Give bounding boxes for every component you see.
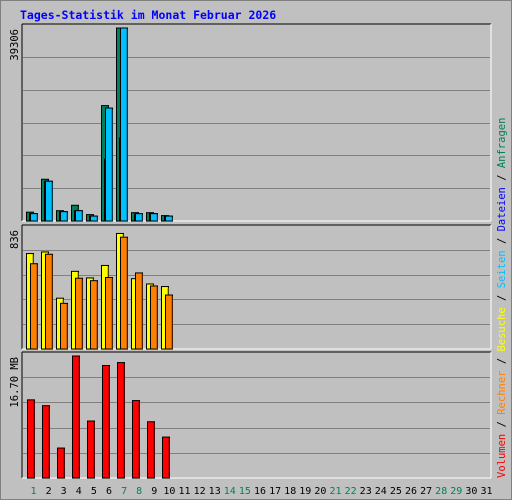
day-label: 15 (239, 486, 251, 497)
panel-hits: 39306 (9, 23, 492, 222)
day-label: 22 (345, 486, 357, 497)
chart-title: Tages-Statistik im Monat Februar 2026 (20, 8, 276, 22)
bar-rechner-day-3 (60, 302, 68, 350)
day-label: 14 (224, 486, 236, 497)
panel-plot-area (22, 225, 491, 349)
day-label: 7 (121, 486, 127, 497)
day-label: 29 (450, 486, 462, 497)
bar-seiten-day-9 (150, 213, 158, 222)
day-label: 30 (465, 486, 477, 497)
day-label: 16 (254, 486, 266, 497)
legend-separator: / (496, 288, 508, 307)
day-label: 20 (314, 486, 326, 497)
legend: Volumen / Rechner / Besuche / Seiten / D… (496, 118, 508, 478)
bar-seiten-day-2 (45, 180, 53, 222)
day-label: 11 (178, 486, 190, 497)
day-label: 25 (390, 486, 402, 497)
bar-rechner-day-6 (105, 277, 113, 350)
bar-seiten-day-3 (60, 211, 68, 222)
day-label: 8 (136, 486, 142, 497)
bar-seiten-day-10 (165, 215, 173, 222)
bar-seiten-day-8 (135, 213, 143, 222)
bar-volumen-day-3 (57, 447, 65, 479)
bar-rechner-day-2 (45, 253, 53, 350)
bar-rechner-day-7 (120, 236, 128, 350)
panel-visits: 836 (9, 224, 492, 350)
bar-seiten-day-5 (90, 215, 98, 222)
day-label: 18 (284, 486, 296, 497)
bar-volumen-day-10 (162, 436, 170, 479)
day-label: 27 (420, 486, 432, 497)
bar-rechner-day-8 (135, 272, 143, 350)
bar-volumen-day-1 (27, 399, 35, 479)
bar-rechner-day-9 (150, 285, 158, 350)
legend-item-volumen: Volumen (496, 434, 508, 478)
bar-volumen-day-5 (87, 420, 95, 479)
bar-seiten-day-7 (120, 27, 128, 222)
bar-volumen-day-4 (72, 355, 80, 479)
bar-rechner-day-1 (30, 263, 38, 350)
day-label: 9 (151, 486, 157, 497)
bar-volumen-day-8 (132, 400, 140, 479)
day-label: 10 (163, 486, 175, 497)
panel-volume: 16.70 MB (9, 351, 492, 479)
legend-separator: / (496, 352, 508, 371)
legend-item-dateien: Dateien (496, 187, 508, 231)
bar-rechner-day-4 (75, 277, 83, 350)
day-label: 2 (46, 486, 52, 497)
panel-max-label: 39306 (9, 29, 21, 61)
day-label: 23 (360, 486, 372, 497)
legend-item-seiten: Seiten (496, 250, 508, 288)
panel-max-label: 16.70 MB (9, 357, 21, 408)
day-label: 1 (30, 486, 36, 497)
panel-plot-area (22, 24, 491, 221)
day-label: 6 (106, 486, 112, 497)
day-label: 19 (299, 486, 311, 497)
day-label: 4 (76, 486, 82, 497)
day-label: 28 (435, 486, 447, 497)
bar-volumen-day-7 (117, 362, 125, 479)
bar-volumen-day-9 (147, 421, 155, 479)
day-label: 21 (329, 486, 341, 497)
legend-separator: / (496, 168, 508, 187)
legend-item-anfragen: Anfragen (496, 118, 508, 169)
bar-volumen-day-6 (102, 364, 110, 479)
panel-plot-area (22, 352, 491, 478)
day-label: 13 (209, 486, 221, 497)
bar-seiten-day-6 (105, 107, 113, 222)
legend-separator: / (496, 231, 508, 250)
bar-volumen-day-2 (42, 405, 50, 479)
bar-rechner-day-5 (90, 280, 98, 350)
day-label: 26 (405, 486, 417, 497)
legend-separator: / (496, 415, 508, 434)
bar-seiten-day-1 (30, 213, 38, 222)
panel-max-label: 836 (9, 230, 21, 249)
day-label: 17 (269, 486, 281, 497)
day-label: 5 (91, 486, 97, 497)
day-label: 12 (194, 486, 206, 497)
bar-seiten-day-4 (75, 210, 83, 222)
bar-rechner-day-10 (165, 294, 173, 350)
legend-item-rechner: Rechner (496, 371, 508, 415)
day-label: 3 (61, 486, 67, 497)
legend-item-besuche: Besuche (496, 307, 508, 351)
day-label: 31 (480, 486, 492, 497)
day-label: 24 (375, 486, 387, 497)
